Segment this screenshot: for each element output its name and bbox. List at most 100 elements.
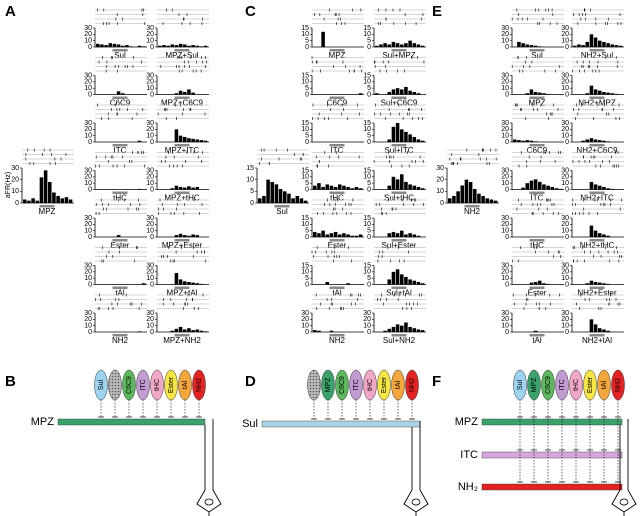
histogram-bar: [412, 136, 417, 142]
histogram-bar: [598, 282, 602, 285]
y-tick-label: 20: [146, 221, 154, 228]
y-tick-label: 0: [15, 200, 19, 207]
receptor: [541, 369, 555, 401]
histogram-bar: [116, 91, 121, 95]
plot-label: Ester: [528, 289, 547, 298]
receptor: [94, 369, 108, 401]
receptor-label: tHC: [154, 379, 161, 391]
histogram-bar: [542, 93, 546, 95]
histogram-bar: [329, 233, 334, 237]
histogram-bar: [525, 93, 530, 95]
histogram-bar: [391, 231, 396, 237]
histogram-bar: [158, 45, 162, 47]
histogram-bar: [589, 181, 594, 190]
histogram-bar: [137, 140, 142, 142]
plot-label: NH2+Ester: [577, 289, 617, 298]
y-tick-label: 30: [146, 25, 154, 32]
y-tick-label: 10: [146, 275, 154, 282]
stimulus-bar: [529, 144, 545, 147]
membrane-bar: [261, 420, 421, 428]
receptor-label: tAl: [395, 380, 402, 389]
histogram-bar: [404, 181, 408, 190]
histogram-bar: [387, 185, 392, 190]
membrane-bar: [57, 418, 206, 426]
histogram-bar: [404, 234, 408, 237]
histogram-bar: [412, 234, 417, 237]
bar-label: NH₂: [458, 481, 478, 493]
y-tick-label: 5: [367, 228, 371, 235]
histogram-bar: [408, 40, 412, 47]
histogram-bar: [593, 89, 598, 95]
stimulus-bar: [174, 334, 190, 337]
y-tick-label: 30: [84, 215, 92, 222]
y-tick-label: 10: [146, 38, 154, 45]
histogram-bar: [43, 170, 48, 203]
histogram-bar: [183, 91, 187, 95]
histogram-bar: [589, 225, 594, 237]
receptor: [307, 369, 321, 401]
histogram-bar: [598, 90, 602, 95]
histogram-bar: [187, 186, 191, 190]
y-tick-label: 10: [436, 188, 444, 195]
y-tick-label: 10: [363, 221, 371, 228]
histogram-bar: [416, 139, 421, 142]
y-tick-label: 0: [305, 234, 309, 241]
histogram-bar: [416, 93, 421, 95]
y-tick-label: 0: [88, 44, 92, 51]
y-tick-label: 30: [84, 167, 92, 174]
histogram-bar: [581, 45, 585, 47]
plot-label: MPZ+tHC: [164, 194, 200, 203]
histogram-bar: [395, 324, 400, 332]
histogram-bar: [338, 184, 342, 190]
histogram-bar: [412, 91, 417, 95]
plot-label: tHC: [330, 194, 344, 203]
stimulus-bar: [529, 286, 545, 289]
y-tick-label: 10: [84, 228, 92, 235]
histogram-bar: [412, 43, 417, 47]
histogram-bar: [116, 235, 121, 237]
histogram-bar: [375, 45, 379, 47]
y-tick-label: 30: [146, 310, 154, 317]
y-tick-label: 10: [146, 85, 154, 92]
histogram-bar: [321, 186, 325, 190]
plot-label: Sul: [114, 51, 126, 60]
histogram-bar: [346, 234, 350, 237]
histogram-bar: [598, 328, 602, 332]
y-tick-label: 30: [561, 72, 569, 79]
y-tick-label: 0: [565, 186, 569, 193]
receptor-label: NH2: [409, 378, 416, 392]
histogram-bar: [141, 46, 146, 47]
histogram-bar: [283, 191, 287, 203]
histogram-bar: [533, 91, 538, 95]
receptor: [583, 369, 597, 401]
histogram-bar: [400, 129, 404, 142]
stimulus-bar: [589, 49, 605, 52]
histogram-bar: [191, 234, 195, 237]
histogram-bar: [618, 45, 623, 47]
histogram-bar: [602, 41, 606, 47]
y-tick-label: 10: [561, 38, 569, 45]
histogram-bar: [593, 230, 598, 237]
histogram-bar: [338, 234, 342, 237]
histogram-bar: [577, 44, 581, 47]
histogram-bar: [521, 43, 525, 47]
histogram-bar: [358, 188, 363, 190]
histogram-bar: [598, 185, 602, 190]
stimulus-bar: [589, 286, 605, 289]
y-tick-label: 20: [561, 316, 569, 323]
histogram-bar: [187, 281, 191, 285]
y-tick-label: 20: [84, 174, 92, 181]
y-tick-label: 0: [88, 329, 92, 336]
y-tick-label: 30: [84, 25, 92, 32]
histogram-bar: [199, 283, 204, 285]
y-tick-label: 30: [561, 310, 569, 317]
histogram-bar: [354, 186, 359, 190]
y-tick-label: 0: [305, 44, 309, 51]
y-tick-label: 10: [146, 323, 154, 330]
y-tick-label: 30: [561, 167, 569, 174]
histogram-bar: [375, 93, 379, 95]
histogram-bar: [602, 91, 606, 95]
soma: [204, 498, 214, 506]
y-axis-label: aFR(Hz): [5, 172, 12, 198]
histogram-bar: [31, 198, 35, 203]
